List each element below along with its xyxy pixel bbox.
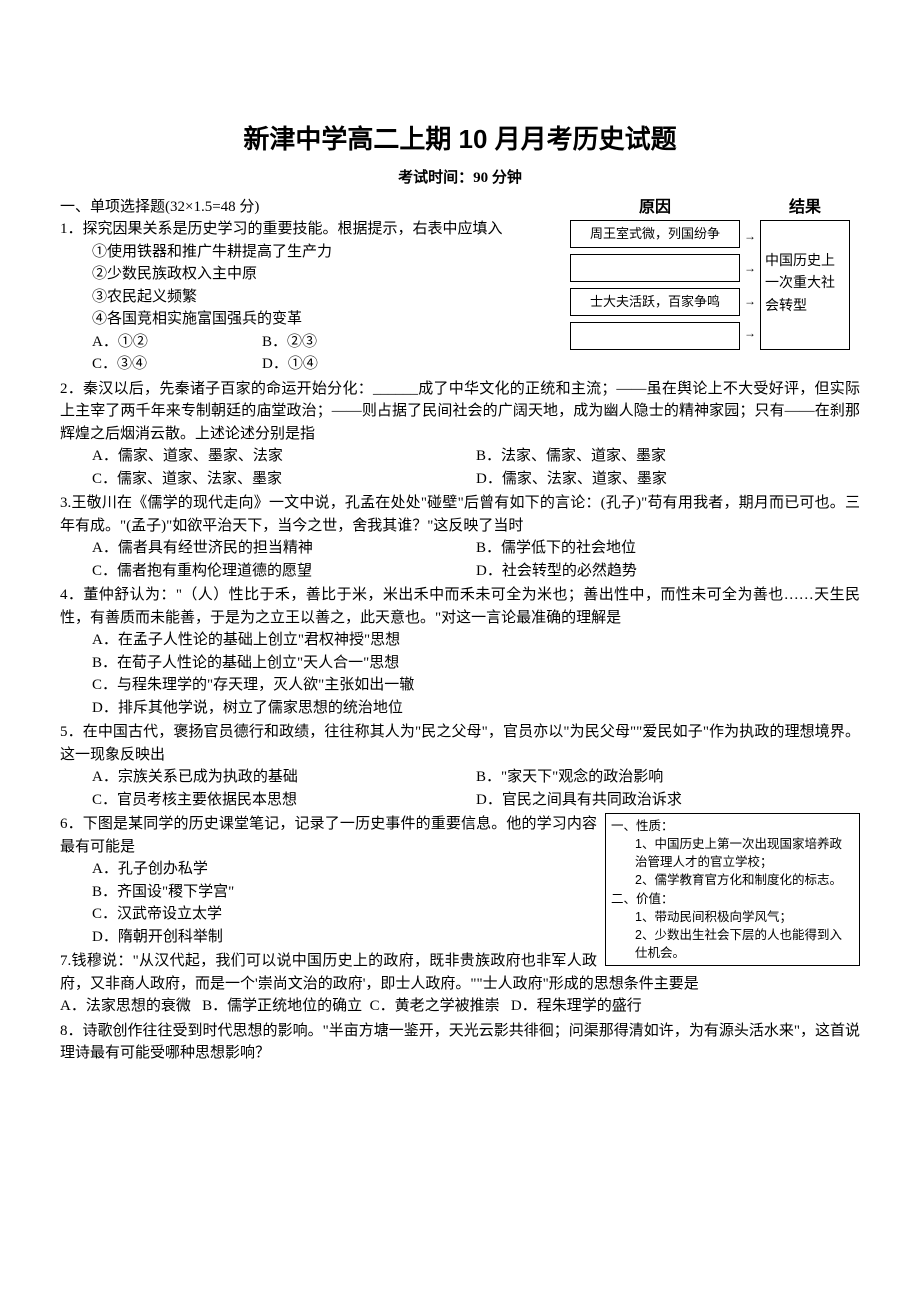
q7-option-c: C．黄老之学被推崇: [370, 998, 500, 1014]
question-8: 8．诗歌创作往往受到时代思想的影响。"半亩方塘一鉴开，天光云影共徘徊；问渠那得清…: [60, 1020, 860, 1065]
q1-option-c: C．③④: [92, 353, 262, 376]
q5-option-b: B．"家天下"观念的政治影响: [476, 766, 860, 789]
q2-option-d: D．儒家、法家、道家、墨家: [476, 468, 860, 491]
question-2: 2．秦汉以后，先秦诸子百家的命运开始分化：______成了中华文化的正统和主流；…: [60, 378, 860, 491]
q4-stem: 4．董仲舒认为："（人）性比于禾，善比于米，米出禾中而禾未可全为米也；善出性中，…: [60, 584, 860, 629]
q3-option-a: A．儒者具有经世济民的担当精神: [92, 537, 476, 560]
page-title: 新津中学高二上期 10 月月考历史试题: [60, 120, 860, 159]
diagram-cell-3: 士大夫活跃，百家争鸣: [570, 288, 740, 316]
q2-option-b: B．法家、儒家、道家、墨家: [476, 445, 860, 468]
question-4: 4．董仲舒认为："（人）性比于禾，善比于米，米出禾中而禾未可全为米也；善出性中，…: [60, 584, 860, 719]
q7-option-a: A．法家思想的衰微: [60, 998, 191, 1014]
q4-option-a: A．在孟子人性论的基础上创立"君权神授"思想: [60, 629, 860, 652]
question-5: 5．在中国古代，褒扬官员德行和政绩，往往称其人为"民之父母"，官员亦以"为民父母…: [60, 721, 860, 811]
q5-option-c: C．官员考核主要依据民本思想: [92, 789, 476, 812]
q5-option-d: D．官民之间具有共同政治诉求: [476, 789, 860, 812]
q1-option-b: B．②③: [262, 331, 317, 354]
notes-line-1: 一、性质：: [611, 817, 854, 835]
q4-option-d: D．排斥其他学说，树立了儒家思想的统治地位: [60, 697, 860, 720]
q2-option-a: A．儒家、道家、墨家、法家: [92, 445, 476, 468]
q7-option-b: B．儒学正统地位的确立: [202, 998, 362, 1014]
q2-stem: 2．秦汉以后，先秦诸子百家的命运开始分化：______成了中华文化的正统和主流；…: [60, 378, 860, 446]
q4-option-b: B．在荀子人性论的基础上创立"天人合一"思想: [60, 652, 860, 675]
arrow-icon: →: [744, 292, 756, 310]
diagram-cell-4: [570, 322, 740, 350]
q3-option-d: D．社会转型的必然趋势: [476, 560, 860, 583]
q3-stem: 3.王敬川在《儒学的现代走向》一文中说，孔孟在处处"碰壁"后曾有如下的言论：(孔…: [60, 492, 860, 537]
diagram-cell-1: 周王室式微，列国纷争: [570, 220, 740, 248]
diagram-effect-cell: 中国历史上一次重大社会转型: [760, 220, 850, 350]
exam-time: 考试时间：90 分钟: [60, 167, 860, 190]
arrow-icon: →: [744, 227, 756, 245]
diagram-header-effect: 结果: [760, 196, 850, 220]
cause-effect-diagram: 原因 结果 周王室式微，列国纷争 士大夫活跃，百家争鸣 → → → → 中国历史…: [570, 196, 860, 350]
q7-option-d: D．程朱理学的盛行: [511, 998, 642, 1014]
diagram-cell-2: [570, 254, 740, 282]
q2-option-c: C．儒家、道家、法家、墨家: [92, 468, 476, 491]
q3-option-c: C．儒者抱有重构伦理道德的愿望: [92, 560, 476, 583]
arrow-icon: →: [744, 324, 756, 342]
notes-line-5: 1、带动民间积极向学风气；: [611, 908, 854, 926]
diagram-header-cause: 原因: [570, 196, 740, 220]
q5-stem: 5．在中国古代，褒扬官员德行和政绩，往往称其人为"民之父母"，官员亦以"为民父母…: [60, 721, 860, 766]
notes-line-4: 二、价值：: [611, 890, 854, 908]
question-3: 3.王敬川在《儒学的现代走向》一文中说，孔孟在处处"碰壁"后曾有如下的言论：(孔…: [60, 492, 860, 582]
q4-option-c: C．与程朱理学的"存天理，灭人欲"主张如出一辙: [60, 674, 860, 697]
arrow-icon: →: [744, 259, 756, 277]
notes-diagram: 一、性质： 1、中国历史上第一次出现国家培养政治管理人才的官立学校； 2、儒学教…: [605, 813, 860, 966]
notes-line-6: 2、少数出生社会下层的人也能得到入仕机会。: [611, 926, 854, 962]
q3-option-b: B．儒学低下的社会地位: [476, 537, 860, 560]
q5-option-a: A．宗族关系已成为执政的基础: [92, 766, 476, 789]
q1-option-a: A．①②: [92, 331, 262, 354]
q8-stem: 8．诗歌创作往往受到时代思想的影响。"半亩方塘一鉴开，天光云影共徘徊；问渠那得清…: [60, 1020, 860, 1065]
q1-option-d: D．①④: [262, 353, 318, 376]
notes-line-2: 1、中国历史上第一次出现国家培养政治管理人才的官立学校；: [611, 835, 854, 871]
notes-line-3: 2、儒学教育官方化和制度化的标志。: [611, 871, 854, 889]
